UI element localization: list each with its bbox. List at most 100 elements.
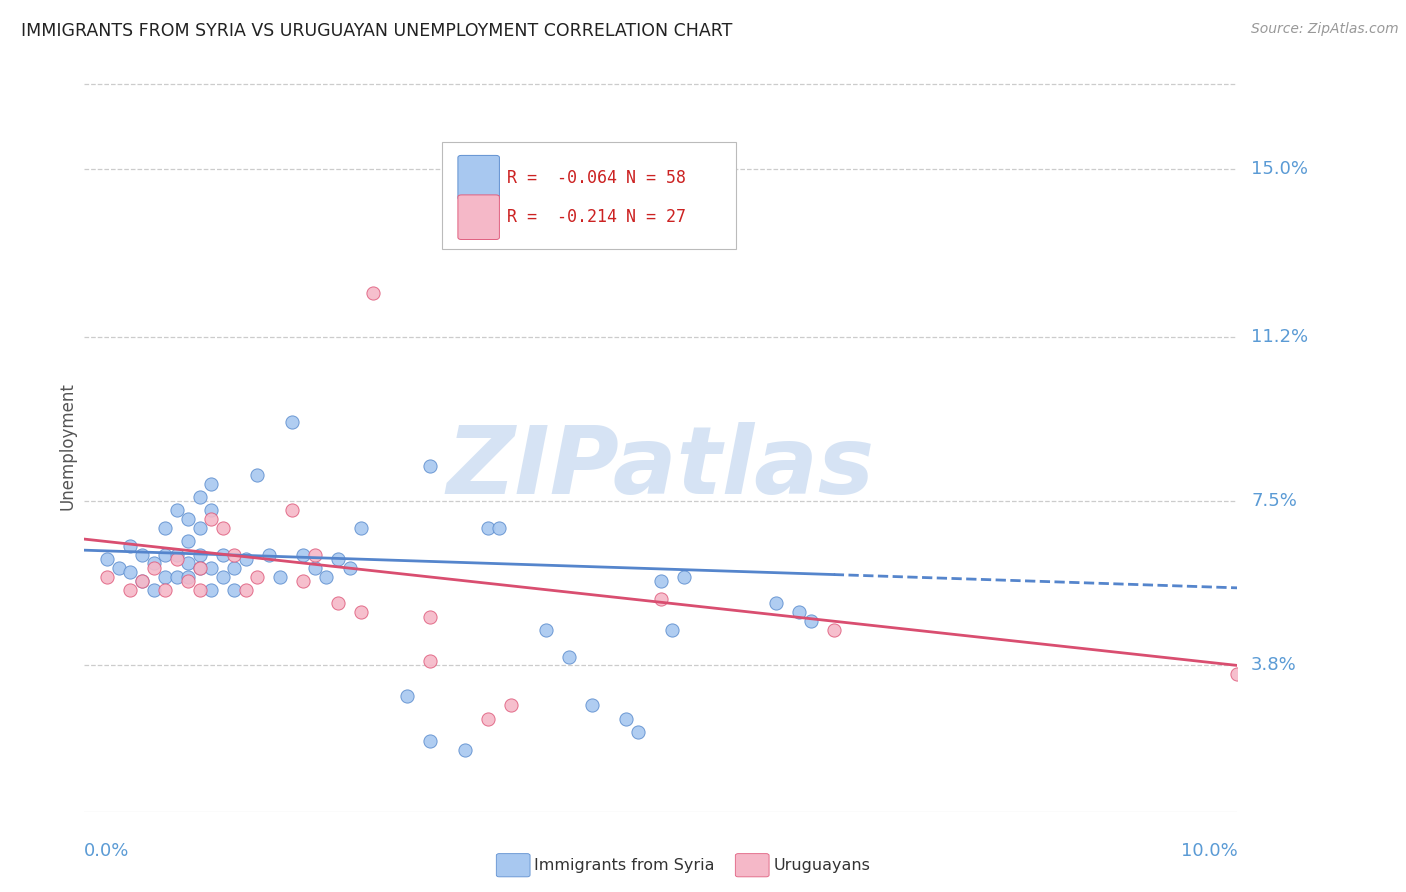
Point — [177, 512, 200, 526]
Point — [142, 583, 165, 598]
Point — [96, 570, 118, 584]
Point — [120, 539, 142, 553]
Point — [200, 503, 222, 517]
Text: R =  -0.064: R = -0.064 — [508, 169, 617, 186]
Point — [350, 521, 373, 535]
Point — [131, 574, 153, 589]
FancyBboxPatch shape — [458, 194, 499, 240]
Point — [166, 548, 188, 562]
Text: 0.0%: 0.0% — [84, 842, 129, 860]
Point — [396, 690, 419, 704]
Point — [672, 570, 695, 584]
Point — [477, 712, 499, 726]
Point — [177, 557, 200, 571]
Point — [211, 521, 233, 535]
Point — [304, 561, 326, 575]
Point — [177, 534, 200, 549]
Point — [499, 698, 522, 713]
Point — [224, 548, 246, 562]
Point — [419, 609, 441, 624]
Point — [96, 552, 118, 566]
Text: 10.0%: 10.0% — [1181, 842, 1237, 860]
Text: IMMIGRANTS FROM SYRIA VS URUGUAYAN UNEMPLOYMENT CORRELATION CHART: IMMIGRANTS FROM SYRIA VS URUGUAYAN UNEMP… — [21, 22, 733, 40]
Point — [153, 548, 176, 562]
Point — [200, 512, 222, 526]
Point — [361, 286, 384, 301]
Point — [627, 725, 650, 739]
Point — [292, 574, 315, 589]
Point — [650, 591, 672, 606]
Point — [419, 733, 441, 747]
Point — [200, 476, 222, 491]
Point — [177, 574, 200, 589]
Text: Immigrants from Syria: Immigrants from Syria — [534, 858, 714, 872]
Text: 11.2%: 11.2% — [1251, 328, 1309, 346]
Point — [188, 561, 211, 575]
Point — [188, 561, 211, 575]
Point — [477, 521, 499, 535]
Point — [800, 614, 823, 628]
Text: 15.0%: 15.0% — [1251, 160, 1308, 178]
Point — [326, 596, 349, 610]
Point — [488, 521, 510, 535]
Point — [153, 583, 176, 598]
Point — [326, 552, 349, 566]
Point — [269, 570, 291, 584]
Point — [581, 698, 603, 713]
Point — [765, 596, 787, 610]
Point — [188, 583, 211, 598]
Point — [787, 605, 810, 619]
Point — [120, 583, 142, 598]
Point — [188, 490, 211, 504]
Point — [131, 574, 153, 589]
Point — [166, 552, 188, 566]
Point — [246, 570, 269, 584]
Point — [1226, 667, 1249, 681]
Text: R =  -0.214: R = -0.214 — [508, 208, 617, 227]
Point — [304, 548, 326, 562]
Point — [153, 570, 176, 584]
Point — [246, 467, 269, 482]
Point — [211, 548, 233, 562]
Point — [153, 521, 176, 535]
Point — [211, 570, 233, 584]
Point — [235, 552, 257, 566]
Point — [281, 415, 304, 429]
Point — [534, 623, 557, 637]
Point — [614, 712, 637, 726]
Text: ZIPatlas: ZIPatlas — [447, 422, 875, 514]
Text: Source: ZipAtlas.com: Source: ZipAtlas.com — [1251, 22, 1399, 37]
Point — [177, 570, 200, 584]
Point — [188, 521, 211, 535]
Y-axis label: Unemployment: Unemployment — [58, 382, 76, 510]
Point — [454, 742, 477, 756]
Point — [235, 583, 257, 598]
Point — [557, 649, 579, 664]
Point — [200, 561, 222, 575]
Point — [419, 654, 441, 668]
Point — [108, 561, 131, 575]
Point — [200, 583, 222, 598]
Point — [823, 623, 845, 637]
Point — [166, 570, 188, 584]
Point — [281, 503, 304, 517]
Point — [650, 574, 672, 589]
Point — [350, 605, 373, 619]
Point — [166, 503, 188, 517]
Point — [142, 557, 165, 571]
Text: 3.8%: 3.8% — [1251, 657, 1296, 674]
Point — [224, 561, 246, 575]
Point — [339, 561, 361, 575]
Point — [224, 583, 246, 598]
Text: 7.5%: 7.5% — [1251, 492, 1298, 510]
Point — [292, 548, 315, 562]
Point — [142, 561, 165, 575]
Point — [419, 458, 441, 473]
Text: Uruguayans: Uruguayans — [773, 858, 870, 872]
Point — [661, 623, 683, 637]
Point — [315, 570, 337, 584]
Text: N = 27: N = 27 — [626, 208, 686, 227]
Point — [188, 548, 211, 562]
Text: N = 58: N = 58 — [626, 169, 686, 186]
Point — [120, 566, 142, 580]
